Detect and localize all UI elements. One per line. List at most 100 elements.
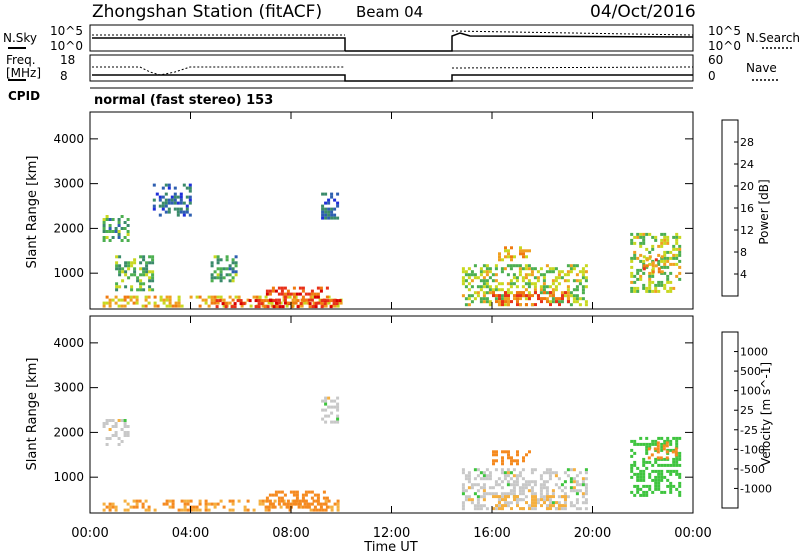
heatmap-cell [675,247,679,251]
heatmap-cell [268,499,272,503]
heatmap-cell [548,501,552,505]
heatmap-cell [473,507,477,511]
heatmap-cell [179,198,183,202]
heatmap-cell [504,246,507,250]
heatmap-cell [222,505,226,509]
colorbar-tick-label: 28 [740,136,754,149]
heatmap-cell [645,460,649,464]
heatmap-cell [231,298,235,302]
heatmap-cell [182,213,186,217]
heatmap-cell [485,300,489,304]
heatmap-cell [513,498,516,502]
heatmap-cell [485,282,489,286]
heatmap-cell [303,502,307,506]
heatmap-cell [552,294,555,298]
heatmap-cell [207,502,211,506]
heatmap-cell [324,216,328,220]
heatmap-cell [642,475,646,479]
heatmap-cell [102,502,106,506]
heatmap-cell [141,505,145,509]
heatmap-cell [521,468,525,472]
heatmap-cell [672,235,676,239]
heatmap-cell [266,305,270,309]
heatmap-cell [675,235,679,239]
heatmap-cell [530,507,534,511]
heatmap-cell [492,294,495,298]
heatmap-cell [678,265,682,269]
heatmap-cell [482,492,486,496]
heatmap-cell [636,271,640,275]
heatmap-cell [497,477,501,481]
heatmap-cell [485,270,489,274]
heatmap-cell [563,273,567,277]
heatmap-cell [521,486,525,490]
heatmap-cell [231,279,235,283]
heatmap-cell [672,244,676,248]
heatmap-cell [488,303,492,307]
heatmap-cell [551,300,555,304]
heatmap-cell [557,270,561,274]
heatmap-cell [336,304,340,308]
velocity-heatmap [102,396,682,512]
heatmap-cell [170,195,174,199]
heatmap-cell [551,501,555,505]
heatmap-cell [669,484,673,488]
heatmap-cell [176,201,180,205]
heatmap-cell [482,279,486,283]
heatmap-cell [216,301,220,305]
heatmap-cell [488,492,492,496]
heatmap-cell [675,241,679,245]
heatmap-cell [133,261,137,265]
heatmap-cell [283,298,287,302]
heatmap-cell [139,288,143,292]
heatmap-cell [639,277,643,281]
heatmap-cell [539,474,543,478]
heatmap-cell [315,508,319,512]
heatmap-cell [309,295,313,299]
heatmap-cell [645,451,649,455]
heatmap-cell [509,285,513,289]
heatmap-cell [120,227,124,230]
heatmap-cell [506,504,510,508]
heatmap-cell [512,282,516,286]
heatmap-cell [521,489,525,493]
heatmap-cell [531,294,534,298]
heatmap-cell [135,499,139,503]
heatmap-cell [494,285,498,289]
heatmap-cell [639,469,643,473]
heatmap-cell [461,504,465,508]
heatmap-cell [185,204,189,208]
heatmap-cell [551,267,555,271]
heatmap-cell [289,490,293,494]
heatmap-cell [633,460,637,464]
heatmap-cell [114,422,118,425]
heatmap-cell [654,469,658,473]
heatmap-cell [506,501,510,505]
heatmap-cell [179,195,183,199]
heatmap-cell [219,276,223,280]
heatmap-cell [117,298,121,302]
heatmap-cell [663,250,667,254]
heatmap-cell [461,276,465,280]
heatmap-cell [213,295,217,299]
heatmap-cell [546,498,549,502]
heatmap-cell [316,493,320,497]
heatmap-cell [548,468,552,472]
heatmap-cell [506,483,510,487]
heatmap-cell [488,285,492,289]
heatmap-cell [321,207,325,211]
heatmap-cell [569,270,573,274]
heatmap-cell [292,499,296,503]
heatmap-cell [482,270,486,274]
heatmap-cell [467,294,471,298]
heatmap-cell [461,282,465,286]
heatmap-cell [581,501,585,505]
heatmap-cell [282,499,286,503]
heatmap-cell [470,501,474,505]
heatmap-cell [546,300,549,304]
heatmap-cell [292,286,296,290]
heatmap-cell [231,258,235,262]
heatmap-cell [115,288,119,292]
heatmap-cell [642,255,646,259]
heatmap-cell [660,232,664,236]
